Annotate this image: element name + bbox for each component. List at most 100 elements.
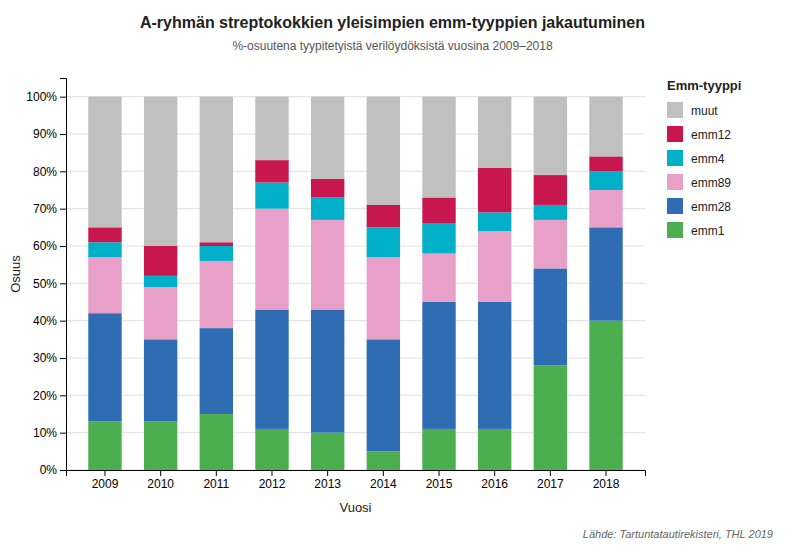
legend-item: muut (667, 102, 718, 118)
y-tick-label: 10% (33, 426, 57, 440)
y-tick-mark (60, 358, 66, 359)
y-tick-mark (60, 97, 66, 98)
x-tick: 2018 (593, 470, 620, 491)
y-tick-mark (60, 209, 66, 210)
x-tick-label: 2011 (203, 477, 229, 491)
bar (422, 224, 455, 254)
legend-label: muut (691, 104, 718, 118)
y-tick: 90% (33, 127, 66, 141)
bar (311, 197, 344, 219)
bar (88, 421, 121, 470)
x-tick: 2009 (92, 470, 119, 491)
y-tick-label: 90% (33, 127, 57, 141)
legend-label: emm28 (691, 200, 731, 214)
legend-title: Emm-tyyppi (667, 78, 741, 93)
bar (422, 197, 455, 223)
bar (200, 242, 233, 246)
bar (367, 227, 400, 257)
grid (66, 97, 645, 470)
y-tick-label: 30% (33, 351, 57, 365)
y-tick: 40% (33, 314, 66, 328)
bar (589, 190, 622, 227)
bar (255, 183, 288, 209)
bar (144, 246, 177, 276)
bar (311, 433, 344, 470)
x-tick-mark (327, 470, 328, 476)
x-tick-label: 2018 (593, 477, 620, 491)
x-tick-label: 2009 (92, 477, 119, 491)
bar (255, 160, 288, 182)
bar (311, 97, 344, 179)
y-tick-label: 40% (33, 314, 57, 328)
y-axis-line (60, 79, 67, 471)
bar (589, 156, 622, 171)
y-tick: 60% (33, 239, 66, 253)
legend-label: emm4 (691, 152, 725, 166)
bar (478, 168, 511, 213)
bar (255, 309, 288, 428)
bar (478, 231, 511, 302)
x-tick: 2015 (426, 470, 453, 491)
bar (478, 429, 511, 470)
legend-swatch (667, 126, 683, 142)
legend-item: emm89 (667, 174, 731, 190)
x-tick-label: 2012 (259, 477, 286, 491)
subtitle: %-osuutena tyypitetyistä verilöydöksistä… (232, 39, 553, 53)
bar (311, 309, 344, 432)
bar (422, 302, 455, 429)
y-axis-title: Osuus (8, 255, 23, 293)
legend-label: emm1 (691, 224, 725, 238)
bar (534, 365, 567, 470)
x-tick: 2016 (481, 470, 508, 491)
chart-svg: A-ryhmän streptokokkien yleisimpien emm-… (0, 0, 785, 550)
bar-series (88, 97, 622, 246)
y-tick: 20% (33, 389, 66, 403)
bar (534, 97, 567, 175)
bar (367, 97, 400, 205)
y-tick: 10% (33, 426, 66, 440)
y-tick: 50% (33, 277, 66, 291)
y-tick-label: 60% (33, 239, 57, 253)
legend: Emm-tyyppi muut emm12 emm4 emm89 emm28 emm1 (667, 78, 741, 238)
bar (367, 205, 400, 227)
x-tick: 2011 (203, 470, 229, 491)
bar (422, 97, 455, 198)
y-tick-label: 80% (33, 165, 57, 179)
title: A-ryhmän streptokokkien yleisimpien emm-… (140, 14, 645, 31)
bar (144, 97, 177, 246)
x-tick-label: 2014 (370, 477, 397, 491)
y-tick-mark (60, 321, 66, 322)
y-tick: 30% (33, 351, 66, 365)
bar (311, 179, 344, 198)
y-tick-label: 100% (26, 90, 57, 104)
legend-label: emm89 (691, 176, 731, 190)
bar (144, 339, 177, 421)
bar (589, 321, 622, 470)
bar (589, 227, 622, 320)
y-tick-label: 20% (33, 389, 57, 403)
x-tick-mark (383, 470, 384, 476)
x-axis-line (67, 471, 646, 477)
bar (367, 451, 400, 470)
bar (200, 328, 233, 414)
y-tick-mark (60, 470, 66, 471)
y-tick-mark (60, 246, 66, 247)
bar (478, 212, 511, 231)
bar (88, 242, 121, 257)
bar (422, 429, 455, 470)
bar (144, 276, 177, 287)
x-tick-mark (104, 470, 105, 476)
bar (367, 339, 400, 451)
bar (478, 302, 511, 429)
bars (88, 97, 622, 470)
y-tick-mark (60, 433, 66, 434)
bar (88, 227, 121, 242)
x-tick-mark (216, 470, 217, 476)
bar (200, 414, 233, 470)
x-tick: 2012 (259, 470, 286, 491)
bar (534, 205, 567, 220)
bar (200, 246, 233, 261)
bar (367, 257, 400, 339)
bar (534, 220, 567, 269)
legend-item: emm12 (667, 126, 731, 142)
